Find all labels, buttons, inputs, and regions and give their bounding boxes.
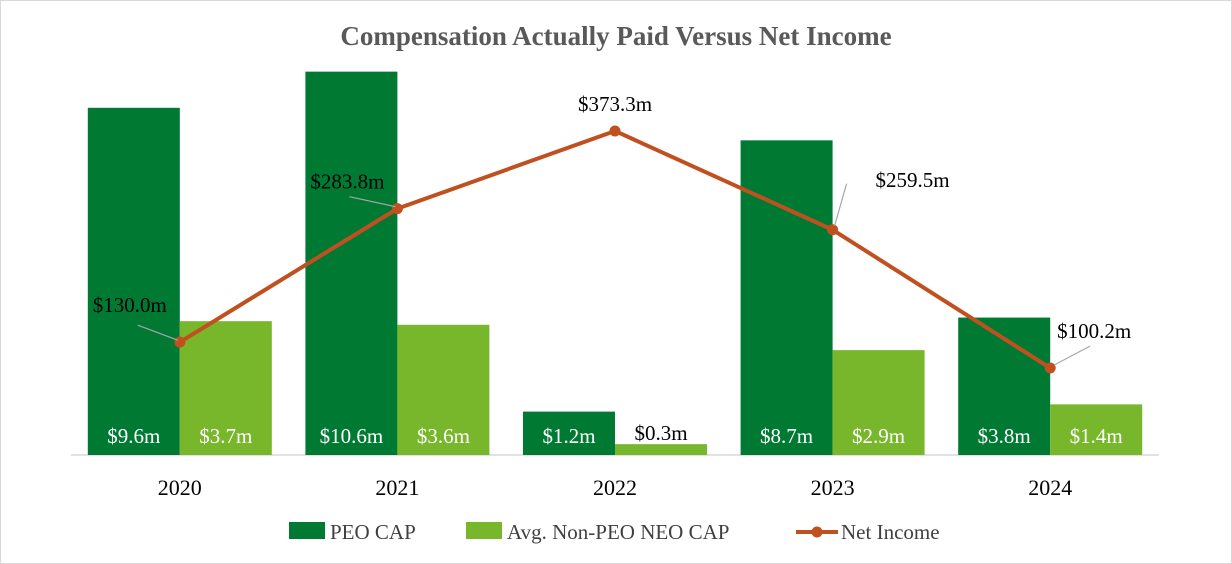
- net-income-label-2021: $283.8m: [310, 170, 384, 194]
- legend: PEO CAP Avg. Non-PEO NEO CAP Net Income: [289, 520, 940, 544]
- net-income-point-2024: [1044, 362, 1056, 374]
- bar-neo-cap-2021: [397, 324, 490, 455]
- legend-swatch-peo-cap: [289, 522, 325, 539]
- bar-neo-cap-2020: [179, 321, 272, 455]
- bar-peo-cap-2020: [87, 107, 180, 456]
- x-tick-label-2024: 2024: [1028, 475, 1072, 500]
- x-tick-label-2022: 2022: [593, 475, 637, 500]
- net-income-label-2023: $259.5m: [876, 168, 950, 192]
- bar-label-neo-cap-2020: $3.7m: [199, 424, 252, 448]
- net-income-label-2022: $373.3m: [578, 92, 652, 116]
- legend-swatch-net-income-marker: [811, 526, 823, 538]
- bar-label-peo-cap-2024: $3.8m: [978, 424, 1031, 448]
- bar-label-neo-cap-2021: $3.6m: [417, 424, 470, 448]
- bar-neo-cap-2024: [1050, 404, 1143, 455]
- net-income-point-2020: [174, 336, 186, 348]
- net-income-point-2022: [609, 125, 621, 137]
- leader-line-2021: [349, 196, 396, 208]
- labels-layer: $9.6m $3.7m $10.6m $3.6m $1.2m $0.3m $8.7m $2.9…: [93, 92, 1131, 448]
- legend-label-net-income: Net Income: [841, 520, 940, 544]
- legend-label-peo-cap: PEO CAP: [330, 520, 416, 544]
- bar-label-neo-cap-2022: $0.3m: [634, 421, 687, 445]
- bar-label-neo-cap-2023: $2.9m: [852, 424, 905, 448]
- x-tick-label-2020: 2020: [158, 475, 202, 500]
- leader-line-2023: [834, 183, 848, 226]
- legend-label-neo-cap: Avg. Non-PEO NEO CAP: [507, 520, 729, 544]
- bar-label-peo-cap-2021: $10.6m: [320, 424, 384, 448]
- bar-label-peo-cap-2023: $8.7m: [760, 424, 813, 448]
- bar-label-peo-cap-2022: $1.2m: [542, 424, 595, 448]
- chart-title: Compensation Actually Paid Versus Net In…: [340, 21, 891, 51]
- bar-peo-cap-2021: [305, 71, 398, 455]
- net-income-label-2024: $100.2m: [1057, 319, 1131, 343]
- bar-label-peo-cap-2020: $9.6m: [107, 424, 160, 448]
- legend-swatch-neo-cap: [466, 522, 502, 539]
- line-layer: [174, 125, 1056, 374]
- x-tick-label-2023: 2023: [811, 475, 855, 500]
- net-income-point-2023: [827, 224, 839, 236]
- x-tick-labels: 2020 2021 2022 2023 2024: [158, 475, 1072, 500]
- bar-neo-cap-2023: [832, 350, 925, 455]
- x-tick-label-2021: 2021: [375, 475, 419, 500]
- bar-peo-cap-2022: [523, 411, 615, 455]
- net-income-label-2020: $130.0m: [93, 293, 167, 317]
- leader-line-2024: [1053, 345, 1091, 366]
- net-income-point-2021: [391, 203, 403, 215]
- bar-peo-cap-2023: [740, 140, 833, 455]
- bar-label-neo-cap-2024: $1.4m: [1070, 424, 1123, 448]
- bar-neo-cap-2022: [615, 444, 707, 455]
- leader-line-2020: [137, 324, 179, 341]
